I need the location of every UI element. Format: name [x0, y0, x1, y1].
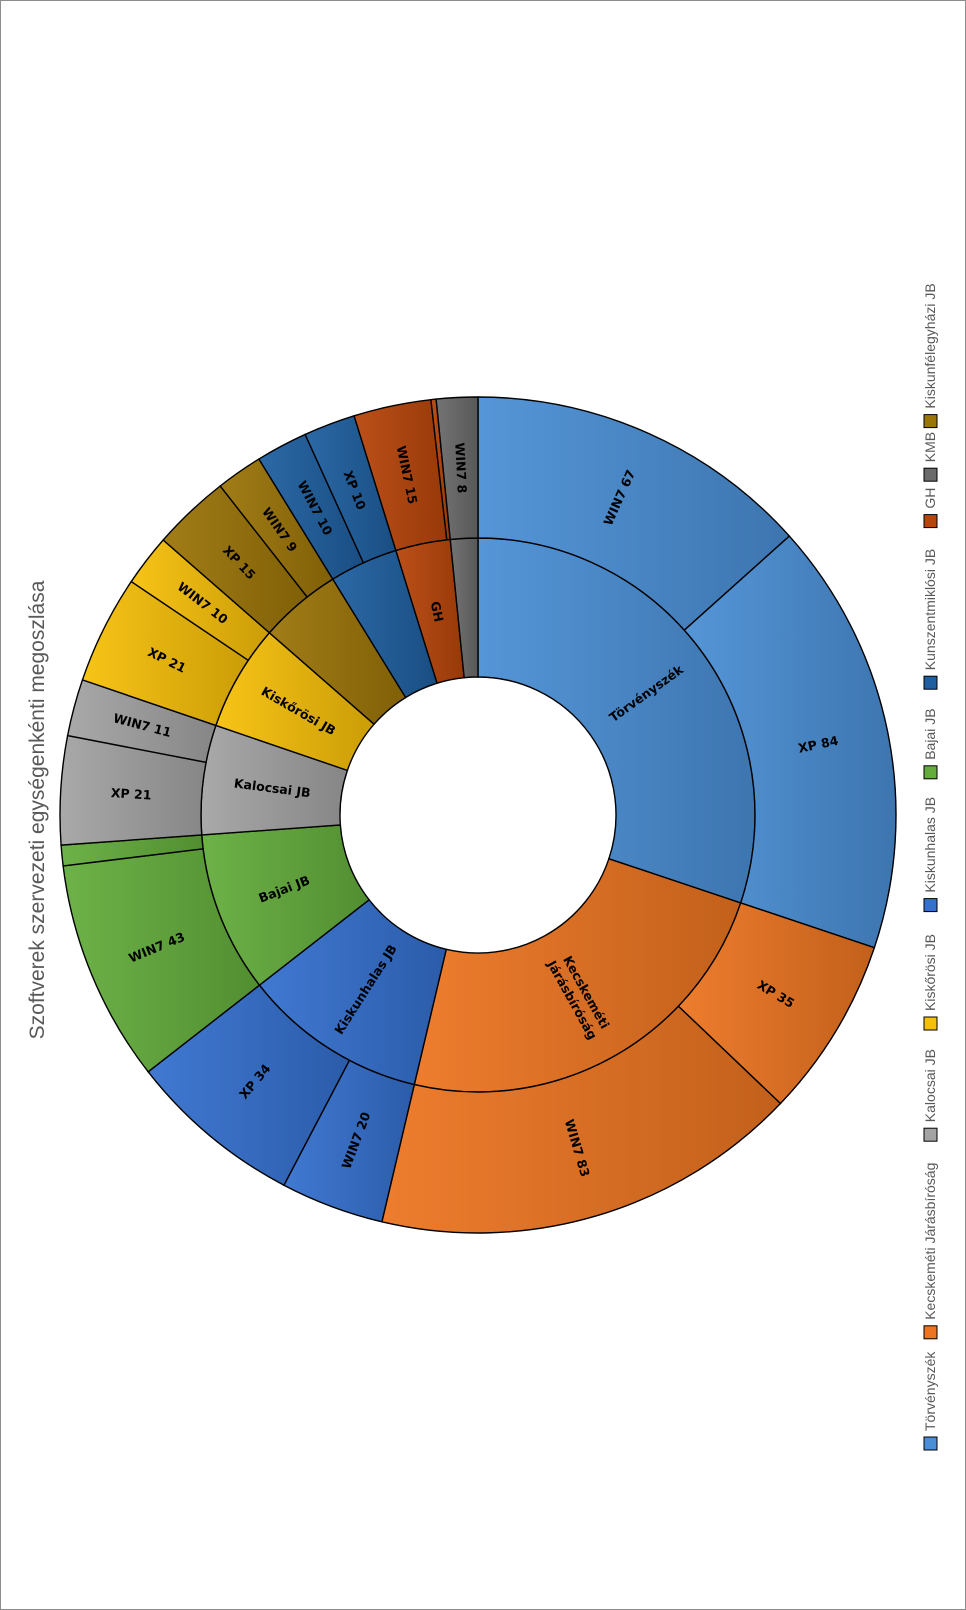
- legend-label-kmb: KMB: [922, 432, 938, 462]
- outer-segment-kecskemeti-jarasbirosag-1: [381, 1005, 782, 1234]
- legend-label-kiskunhalas-jb: Kiskunhalas JB: [922, 797, 938, 893]
- legend-swatch-kmb: [923, 467, 938, 482]
- outer-label-kalocsai-jb-0: XP 21: [110, 785, 151, 802]
- outer-label-kmb-0: WIN7 8: [452, 442, 470, 493]
- legend-swatch-kiskunhalas-jb: [923, 898, 938, 913]
- legend-label-gh: GH: [922, 488, 938, 509]
- legend-swatch-kiskorosi-jb: [923, 1016, 938, 1031]
- legend-swatch-kecskemeti-jarasbirosag: [923, 1325, 938, 1340]
- legend-label-kunszentmiklosi-jb: Kunszentmiklósi JB: [922, 549, 938, 670]
- legend-label-kalocsai-jb: Kalocsai JB: [922, 1049, 938, 1122]
- legend-swatch-kiskunfelegyhazi-jb: [923, 414, 938, 429]
- legend-swatch-kalocsai-jb: [923, 1127, 938, 1142]
- inner-label-gh: GH: [428, 600, 447, 623]
- outer-segment-kmb-0: [435, 396, 479, 541]
- legend-swatch-bajai-jb: [923, 765, 938, 780]
- legend-label-kiskorosi-jb: Kiskőrösi JB: [922, 934, 938, 1011]
- legend-swatch-torvenyszek: [923, 1436, 938, 1451]
- legend-swatch-kunszentmiklosi-jb: [923, 675, 938, 690]
- chart-legend: Törvényszék Kecskeméti Járásbíróság Kalocs…: [922, 283, 938, 1451]
- legend-swatch-gh: [923, 514, 938, 529]
- chart-title: Szoftverek szervezeti egységenkénti mego…: [26, 580, 49, 1039]
- legend-label-torvenyszek: Törvényszék: [922, 1351, 938, 1431]
- legend-label-kecskemeti-jarasbirosag: Kecskeméti Járásbíróság: [922, 1163, 938, 1320]
- legend-label-bajai-jb: Bajai JB: [922, 708, 938, 759]
- legend-label-kiskunfelegyhazi-jb: Kiskunfélegyházi JB: [922, 283, 938, 408]
